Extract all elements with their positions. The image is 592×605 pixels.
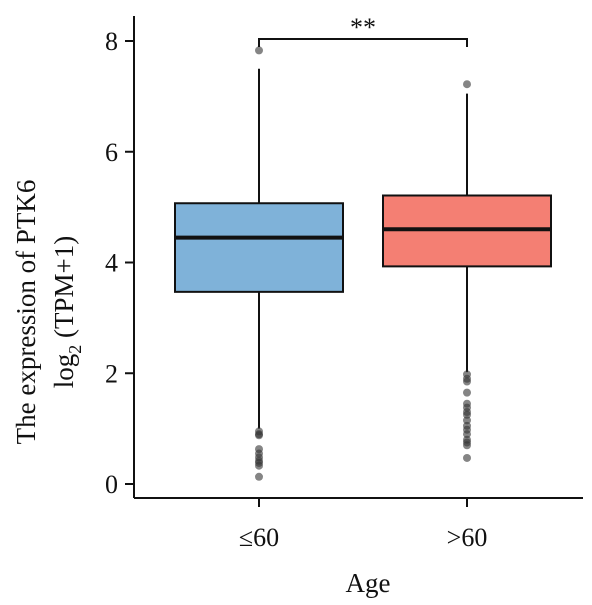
x-tick-label: >60: [447, 523, 488, 552]
significance-bracket: **: [258, 13, 468, 47]
significance-label: **: [350, 13, 376, 42]
outlier-point: [463, 410, 471, 419]
box-group: [174, 46, 344, 481]
outlier-point: [255, 46, 263, 55]
y-axis-title-line1: The expression of PTK6: [11, 180, 41, 445]
y-tick-label: 6: [105, 138, 118, 167]
outlier-point: [463, 441, 471, 450]
outlier-point: [463, 430, 471, 439]
box-group: [382, 80, 552, 462]
y-tick-label: 8: [105, 27, 118, 56]
outlier-point: [255, 461, 263, 470]
boxes: [174, 46, 552, 481]
outlier-point: [463, 453, 471, 462]
outlier-point: [463, 377, 471, 386]
y-tick-label: 0: [105, 470, 118, 499]
outlier-point: [463, 80, 471, 89]
axes: 0 2 4 6 8 ≤60 >60: [105, 16, 583, 552]
y-tick-label: 2: [105, 359, 118, 388]
bracket-line: [258, 38, 468, 47]
x-tick-label: ≤60: [239, 523, 279, 552]
box: [174, 202, 344, 293]
outlier-point: [463, 388, 471, 397]
y-axis-title: The expression of PTK6 log2 (TPM+1): [11, 180, 85, 445]
y-axis-title-line2: log2 (TPM+1): [49, 236, 85, 389]
outlier-point: [255, 431, 263, 440]
x-axis-title: Age: [346, 568, 391, 598]
outlier-point: [463, 416, 471, 425]
y-tick-label: 4: [105, 249, 118, 278]
outlier-point: [255, 472, 263, 481]
